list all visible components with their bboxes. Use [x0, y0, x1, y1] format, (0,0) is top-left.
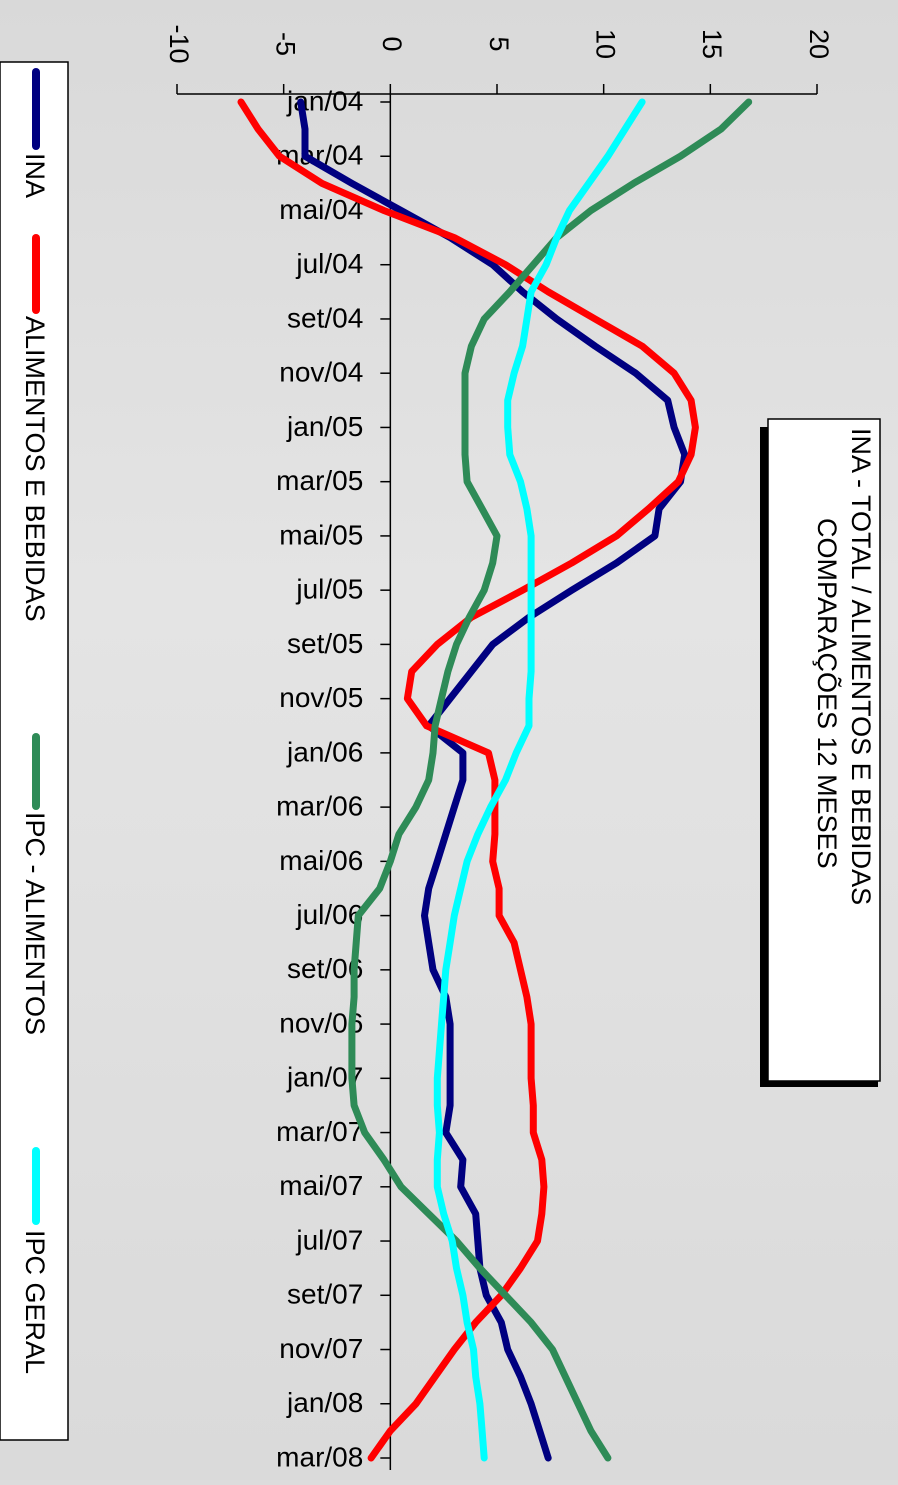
category-axis-tick-label: jan/08 [286, 1387, 363, 1418]
legend-label-1: INA [20, 153, 50, 198]
category-axis-tick-label: jan/06 [286, 736, 363, 767]
chart-subtitle: COMPARAÇÕES 12 MESES [812, 518, 843, 869]
chart-title-box: INA - TOTAL / ALIMENTOS E BEBIDASCOMPARA… [760, 418, 881, 1087]
category-axis-tick-label: jan/05 [286, 411, 363, 442]
category-axis-tick-label: mai/07 [279, 1170, 363, 1201]
category-axis-tick-label: mar/06 [276, 791, 363, 822]
legend: INA ALIMENTOS E BEBIDAS IPC - ALIMENTOS IPC… [0, 61, 69, 1441]
title-box [767, 418, 881, 1082]
legend-label-3: IPC - ALIMENTOS [20, 812, 50, 1035]
category-axis-tick-label: mai/06 [279, 845, 363, 876]
series-line-4 [433, 98, 646, 1462]
value-axis-tick-label: 10 [591, 29, 621, 59]
series-lines [237, 98, 753, 1462]
category-axis-tick-label: set/04 [287, 302, 363, 333]
category-axis-tick-label: nov/05 [279, 682, 363, 713]
value-axis-tick-label: 0 [377, 36, 407, 51]
legend-label-4: IPC GERAL [20, 1230, 50, 1374]
value-axis-tick-label: 5 [484, 36, 514, 51]
value-axis-tick-label: -10 [164, 24, 194, 63]
category-axis-tick-label: mai/05 [279, 519, 363, 550]
category-axis-tick-label: set/05 [287, 628, 363, 659]
value-axis-tick-label: 20 [804, 29, 834, 59]
category-axis-tick-label: jul/07 [295, 1224, 363, 1255]
value-axis-tick-label: 15 [697, 29, 727, 59]
series-line-2 [237, 98, 699, 1462]
value-axis-tick-label: -5 [271, 32, 301, 56]
category-axis-tick-label: nov/07 [279, 1333, 363, 1364]
category-axis-tick-label: set/07 [287, 1279, 363, 1310]
category-axis-tick-label: nov/04 [279, 357, 363, 388]
category-axis-tick-label: jul/05 [295, 574, 363, 605]
category-axis-tick-label: mar/08 [276, 1441, 363, 1472]
axes: -10 -5 0 5 10 15 20jan/04mar/04mai/04jul/04set… [164, 24, 834, 1472]
category-axis-tick-label: jul/04 [295, 248, 363, 279]
legend-label-2: ALIMENTOS E BEBIDAS [20, 316, 50, 622]
series-line-3 [348, 98, 753, 1462]
series-line-1 [297, 98, 689, 1462]
chart-title: INA - TOTAL / ALIMENTOS E BEBIDAS [846, 428, 876, 905]
category-axis-tick-label: jul/06 [295, 899, 363, 930]
category-axis-tick-label: mar/05 [276, 465, 363, 496]
category-axis-tick-label: mar/07 [276, 1116, 363, 1147]
